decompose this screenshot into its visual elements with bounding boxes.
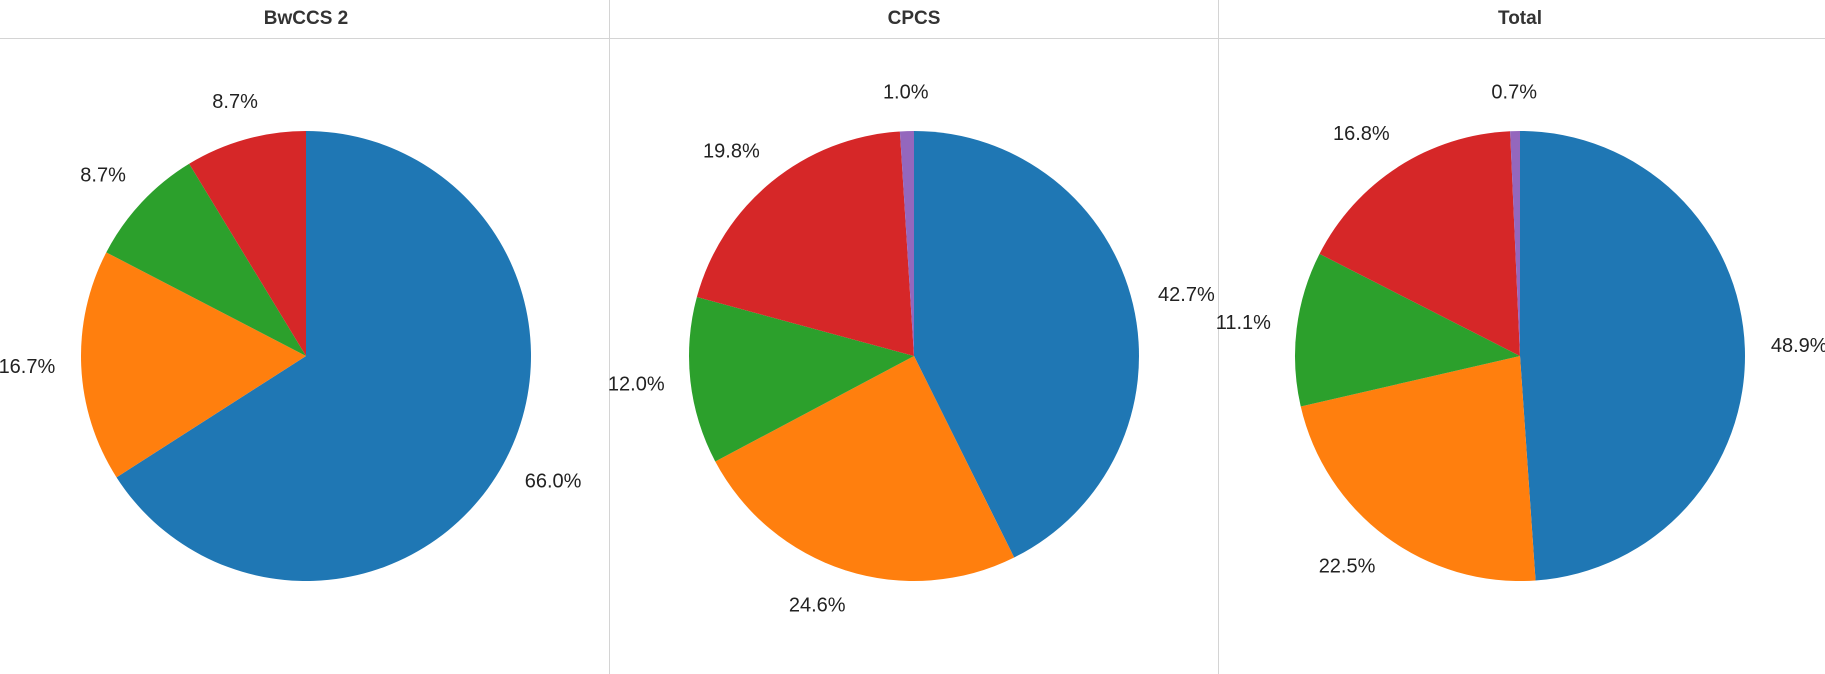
chart-title: Total (1498, 8, 1542, 29)
slice-label: 8.7% (80, 165, 126, 187)
pie-slice (1319, 131, 1520, 356)
slice-label: 8.7% (212, 91, 258, 113)
slice-label: 0.7% (1491, 81, 1537, 103)
pie-slice (1510, 131, 1520, 356)
slice-label: 24.6% (789, 595, 846, 617)
pie-slice (1520, 131, 1746, 581)
pie-slice (80, 252, 307, 478)
pie-slice (715, 356, 1015, 581)
pie-slice (1295, 253, 1520, 407)
slice-label: 22.5% (1319, 556, 1376, 578)
pie-slice (116, 131, 531, 581)
pie-slice (689, 297, 914, 462)
pie-slice (696, 131, 914, 356)
slice-label: 12.0% (608, 374, 665, 396)
pie-slice (189, 131, 306, 356)
slice-label: 11.1% (1216, 312, 1271, 334)
slice-label: 48.9% (1771, 335, 1825, 357)
pie-slice (106, 163, 307, 356)
slice-label: 16.7% (0, 356, 55, 378)
slice-label: 66.0% (525, 471, 582, 493)
chart-title: CPCS (888, 8, 941, 29)
slice-label: 16.8% (1333, 123, 1390, 145)
chart-title: BwCCS 2 (264, 8, 348, 29)
slice-label: 1.0% (883, 81, 929, 103)
pie-slice (914, 131, 1140, 558)
slice-label: 19.8% (703, 140, 760, 162)
slice-label: 42.7% (1158, 284, 1215, 306)
pie-slice (1300, 356, 1536, 581)
pie-slice (899, 131, 914, 356)
